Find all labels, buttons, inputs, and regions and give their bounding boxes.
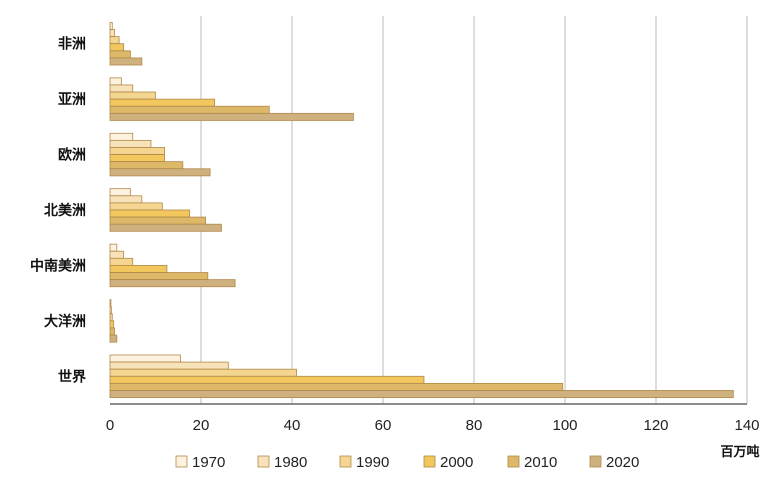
bar-欧洲-1970 bbox=[109, 132, 134, 141]
x-tick-label-0: 0 bbox=[106, 417, 114, 434]
x-tick-label-20: 20 bbox=[193, 417, 210, 434]
x-tick-label-100: 100 bbox=[552, 417, 577, 434]
bar-大洋洲-1990 bbox=[109, 313, 113, 322]
bar-亚洲-2010 bbox=[109, 105, 270, 114]
bar-欧洲-2010 bbox=[109, 161, 184, 170]
bar-欧洲-1980 bbox=[109, 139, 152, 148]
bar-非洲-2010 bbox=[109, 50, 131, 59]
legend-swatch-1970 bbox=[175, 455, 188, 468]
bar-世界-1980 bbox=[109, 361, 229, 370]
bar-亚洲-1970 bbox=[109, 77, 122, 86]
bar-中南美洲-1990 bbox=[109, 257, 134, 266]
bar-世界-1990 bbox=[109, 368, 297, 377]
bar-非洲-1980 bbox=[109, 29, 115, 38]
x-tick-label-120: 120 bbox=[643, 417, 668, 434]
bar-欧洲-2000 bbox=[109, 154, 165, 163]
legend-label-1970: 1970 bbox=[192, 454, 225, 471]
category-label-非洲: 非洲 bbox=[58, 36, 86, 53]
bar-亚洲-1980 bbox=[109, 84, 134, 93]
legend-swatch-2010 bbox=[507, 455, 520, 468]
bar-北美洲-1990 bbox=[109, 202, 163, 211]
category-label-中南美洲: 中南美洲 bbox=[30, 257, 86, 274]
bar-欧洲-2020 bbox=[109, 168, 211, 177]
bar-中南美洲-2020 bbox=[109, 279, 236, 288]
bar-北美洲-2010 bbox=[109, 216, 206, 225]
bar-中南美洲-1980 bbox=[109, 250, 125, 259]
bar-非洲-2020 bbox=[109, 57, 143, 66]
bar-中南美洲-2000 bbox=[109, 265, 168, 273]
legend-label-1980: 1980 bbox=[274, 454, 307, 471]
gridlines bbox=[200, 16, 748, 404]
bars bbox=[109, 22, 734, 398]
legend-label-2010: 2010 bbox=[524, 454, 557, 471]
x-tick-labels: 0 20 40 60 80 100 120 140 bbox=[106, 417, 760, 434]
legend: 1970 1980 1990 2000 2010 2020 bbox=[175, 454, 639, 471]
bar-世界-1970 bbox=[109, 354, 181, 363]
bar-亚洲-2000 bbox=[109, 98, 216, 107]
legend-label-2000: 2000 bbox=[440, 454, 473, 471]
category-label-亚洲: 亚洲 bbox=[58, 92, 86, 108]
x-tick-label-60: 60 bbox=[375, 417, 392, 434]
bar-非洲-1970 bbox=[109, 22, 113, 30]
legend-swatch-2000 bbox=[423, 455, 436, 468]
category-label-北美洲: 北美洲 bbox=[44, 202, 86, 219]
bar-北美洲-1980 bbox=[109, 195, 143, 204]
legend-swatch-1980 bbox=[257, 455, 270, 468]
bar-世界-2000 bbox=[109, 375, 425, 384]
category-label-大洋洲: 大洋洲 bbox=[44, 313, 86, 330]
legend-swatch-1990 bbox=[339, 455, 352, 468]
bar-大洋洲-2000 bbox=[109, 320, 115, 329]
bar-北美洲-2000 bbox=[109, 209, 191, 218]
x-axis-unit-label: 百万吨 bbox=[720, 444, 759, 460]
bar-非洲-2000 bbox=[109, 43, 125, 52]
bar-大洋洲-1980 bbox=[109, 306, 112, 315]
bar-大洋洲-1970 bbox=[109, 299, 112, 308]
bar-世界-2010 bbox=[109, 382, 564, 391]
bar-亚洲-2020 bbox=[109, 112, 354, 121]
x-tick-label-80: 80 bbox=[466, 417, 483, 434]
bar-欧洲-1990 bbox=[109, 147, 165, 155]
bar-非洲-1990 bbox=[109, 36, 120, 45]
category-label-世界: 世界 bbox=[58, 368, 87, 385]
legend-label-1990: 1990 bbox=[356, 454, 389, 471]
x-tick-label-40: 40 bbox=[284, 417, 301, 434]
bar-中南美洲-2010 bbox=[109, 272, 209, 281]
bar-亚洲-1990 bbox=[109, 91, 156, 100]
legend-swatch-2020 bbox=[589, 455, 602, 468]
x-tick-label-140: 140 bbox=[734, 417, 759, 434]
category-label-欧洲: 欧洲 bbox=[58, 147, 86, 164]
bar-世界-2020 bbox=[109, 390, 734, 398]
bar-中南美洲-1970 bbox=[109, 243, 118, 252]
bar-大洋洲-2020 bbox=[109, 334, 118, 343]
bar-大洋洲-2010 bbox=[109, 327, 115, 336]
bar-北美洲-2020 bbox=[109, 223, 222, 232]
bar-北美洲-1970 bbox=[109, 188, 131, 197]
legend-label-2020: 2020 bbox=[606, 454, 639, 471]
